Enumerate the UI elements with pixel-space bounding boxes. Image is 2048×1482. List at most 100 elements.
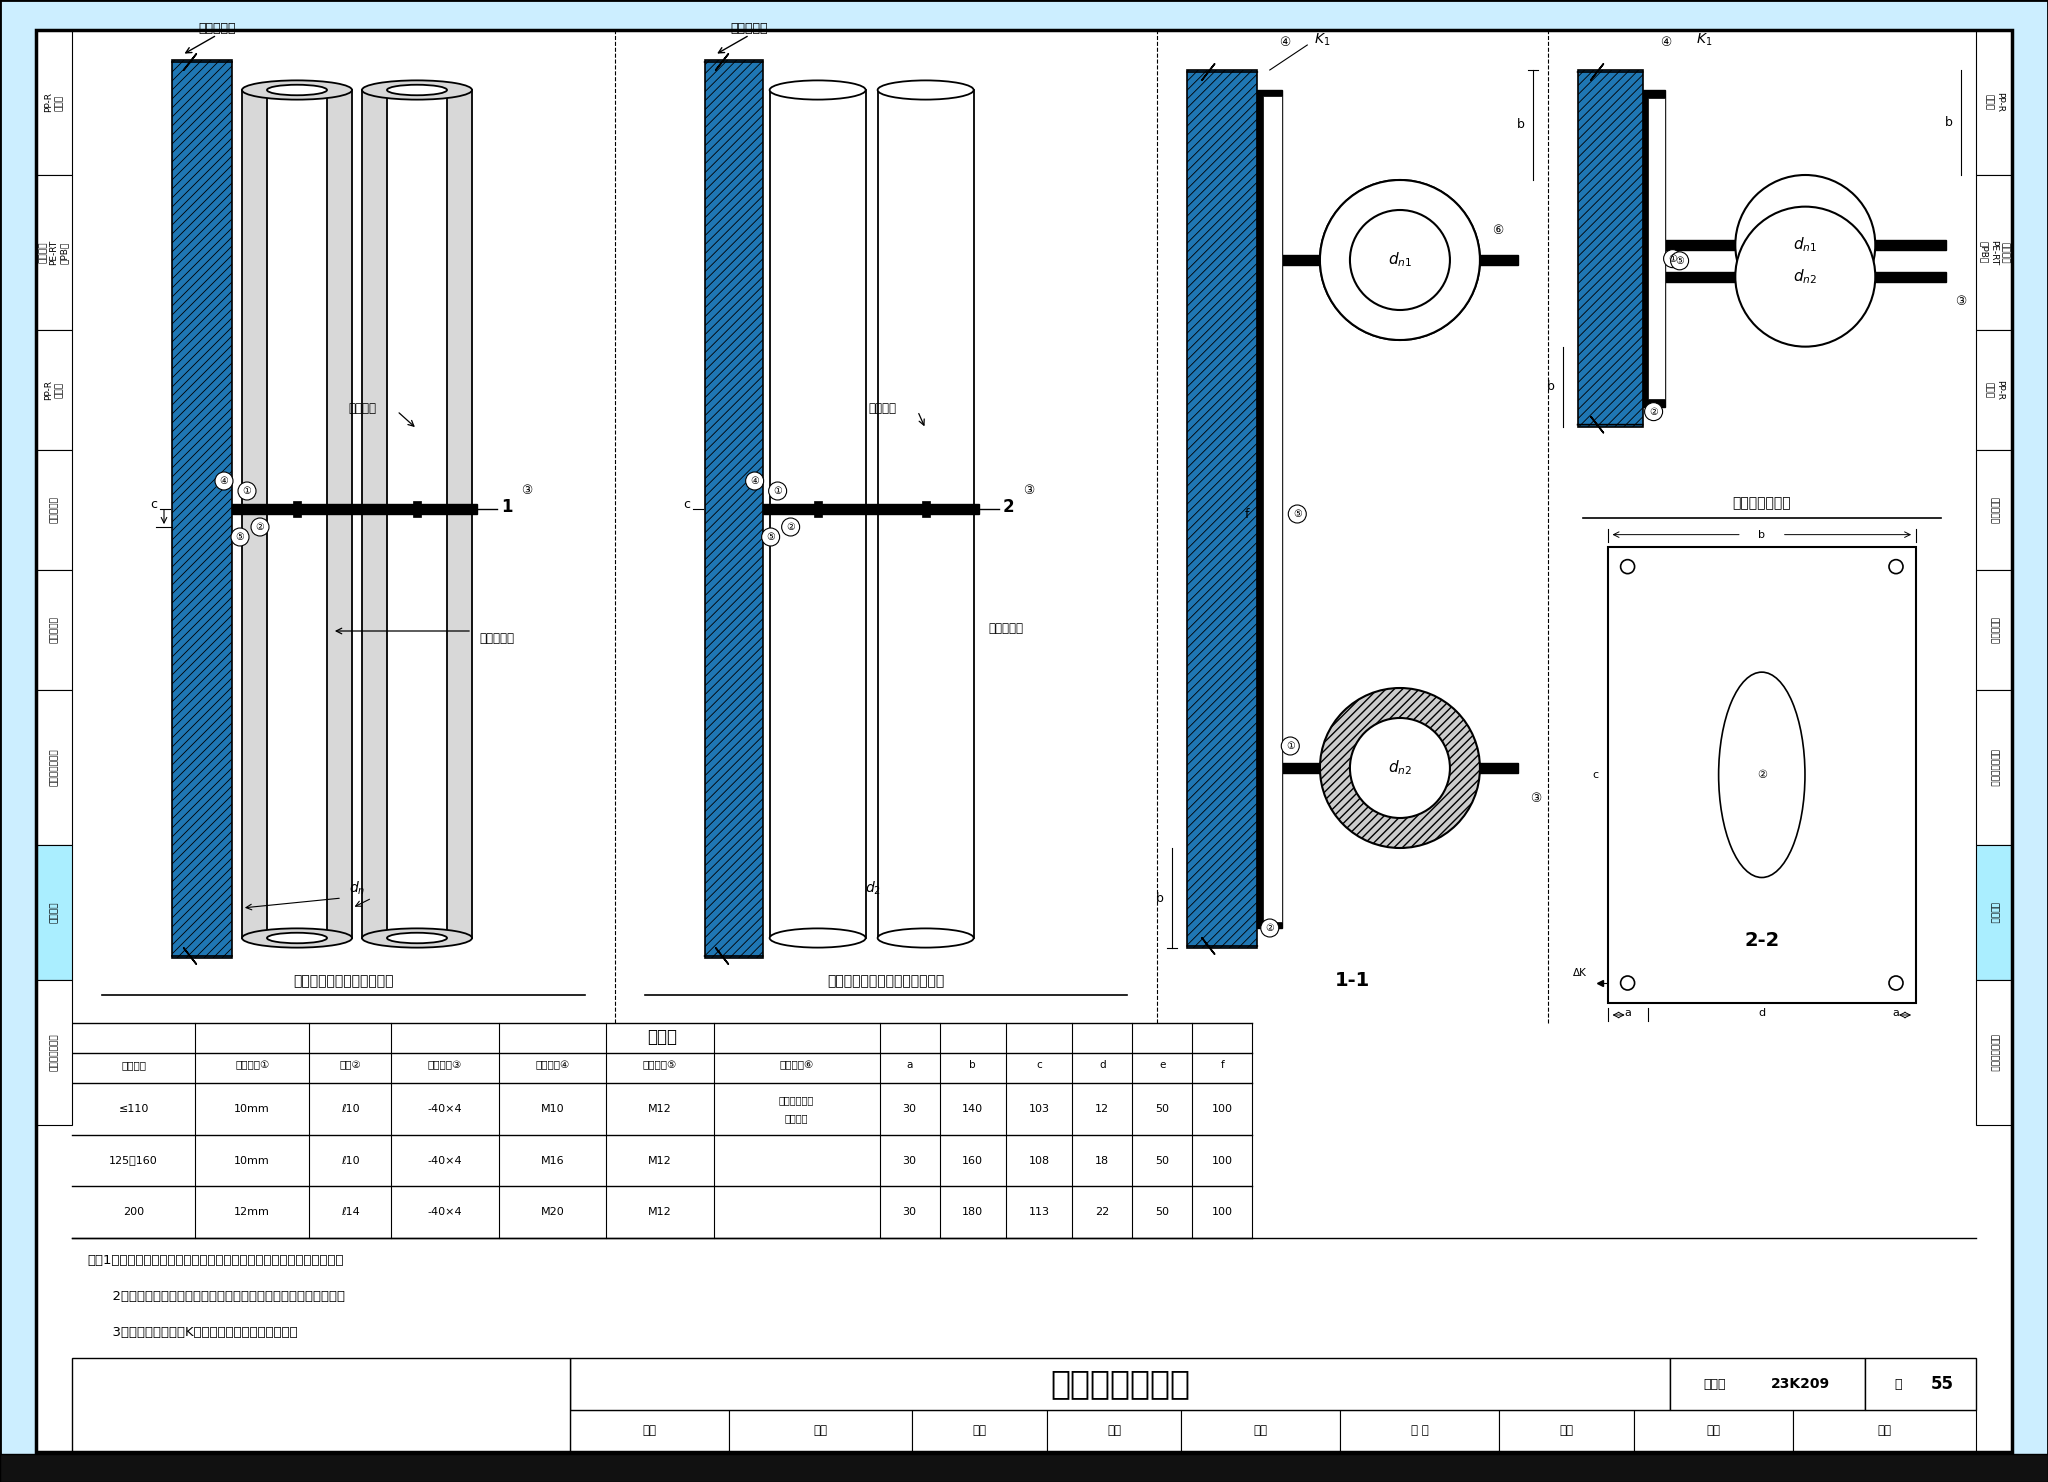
Text: 2．复合塑料管道无绝热时，金属管卡与管道之间设耐热橡胶垫。: 2．复合塑料管道无绝热时，金属管卡与管道之间设耐热橡胶垫。: [86, 1289, 344, 1303]
Text: -40×4: -40×4: [428, 1156, 463, 1165]
Bar: [1047, 1409, 1182, 1452]
Bar: [1976, 175, 2011, 330]
Text: ③: ③: [1024, 485, 1034, 498]
Text: 140: 140: [963, 1104, 983, 1114]
Circle shape: [1620, 977, 1634, 990]
Text: 薄隆: 薄隆: [813, 1424, 827, 1438]
Text: $d_{n1}$: $d_{n1}$: [1389, 250, 1411, 270]
Circle shape: [762, 528, 780, 545]
Text: 管道热补偿方式: 管道热补偿方式: [1989, 748, 1999, 787]
Text: 公称外径: 公称外径: [121, 1060, 145, 1070]
Text: ΔK: ΔK: [1573, 968, 1587, 978]
Text: 管道布置与敷设: 管道布置与敷设: [1989, 1033, 1999, 1071]
Text: f: f: [1221, 1060, 1225, 1070]
Bar: [242, 90, 352, 938]
Text: b: b: [1946, 116, 1954, 129]
Text: 50: 50: [1155, 1104, 1169, 1114]
Text: 管道绝热层: 管道绝热层: [987, 622, 1024, 636]
Text: ②: ②: [1757, 769, 1767, 780]
Text: ⑤: ⑤: [1292, 508, 1303, 519]
Ellipse shape: [387, 84, 446, 95]
Text: ①: ①: [774, 486, 782, 496]
Circle shape: [782, 519, 799, 536]
Text: ④: ④: [1280, 36, 1290, 49]
Bar: [414, 501, 422, 517]
Text: 铝合金衬
PE-RT
、PB管: 铝合金衬 PE-RT 、PB管: [1978, 240, 2009, 265]
Text: PP-R
复合管: PP-R 复合管: [1985, 92, 2003, 113]
Text: $d_{n2}$: $d_{n2}$: [1794, 267, 1817, 286]
Circle shape: [1350, 210, 1450, 310]
Text: ④: ④: [1661, 36, 1671, 49]
Text: ④: ④: [219, 476, 229, 486]
Text: 设计: 设计: [1559, 1424, 1573, 1438]
Bar: [231, 504, 477, 514]
Text: $K_1$: $K_1$: [1315, 31, 1331, 49]
Text: c: c: [684, 498, 690, 510]
Text: 页: 页: [1894, 1377, 1903, 1390]
Circle shape: [215, 471, 233, 491]
Text: ①: ①: [242, 486, 252, 496]
Circle shape: [1645, 403, 1663, 421]
Circle shape: [238, 482, 256, 499]
Bar: [705, 59, 762, 957]
Text: 钢板厚度①: 钢板厚度①: [236, 1060, 268, 1070]
Text: d: d: [1759, 1008, 1765, 1018]
Text: 铝塑复合管: 铝塑复合管: [1989, 496, 1999, 523]
Text: 12mm: 12mm: [233, 1208, 270, 1217]
Circle shape: [768, 482, 786, 499]
Text: ⑥: ⑥: [1493, 224, 1503, 237]
Bar: [1499, 1409, 1634, 1452]
Text: ℓ10: ℓ10: [340, 1104, 360, 1114]
Bar: [1188, 70, 1257, 948]
Text: 注：1．本图适用于复合塑料管的双立管在混凝土墙上的滑动支架安装。: 注：1．本图适用于复合塑料管的双立管在混凝土墙上的滑动支架安装。: [86, 1254, 344, 1267]
Text: M12: M12: [647, 1104, 672, 1114]
Text: 103: 103: [1028, 1104, 1051, 1114]
Text: c: c: [1036, 1060, 1042, 1070]
Text: 30: 30: [903, 1156, 918, 1165]
Text: 校对: 校对: [1108, 1424, 1120, 1438]
Bar: [569, 1358, 1669, 1409]
Text: 槽钢②: 槽钢②: [340, 1060, 360, 1070]
Text: 180: 180: [963, 1208, 983, 1217]
Text: ③: ③: [1956, 295, 1966, 308]
Text: ②: ②: [1649, 406, 1659, 416]
Bar: [1976, 691, 2011, 845]
Ellipse shape: [879, 80, 973, 99]
Text: M12: M12: [647, 1156, 672, 1165]
Text: 100: 100: [1212, 1104, 1233, 1114]
Text: 管道支架: 管道支架: [49, 901, 59, 923]
Text: 材料表: 材料表: [647, 1029, 678, 1046]
Text: 10mm: 10mm: [233, 1104, 270, 1114]
Text: 3．本图中焊缝高度K值不应小于焊接的钢板厚度。: 3．本图中焊缝高度K值不应小于焊接的钢板厚度。: [86, 1325, 297, 1338]
Bar: [1634, 1409, 1792, 1452]
Circle shape: [1321, 179, 1481, 339]
Text: 绝热木托⑥: 绝热木托⑥: [780, 1060, 813, 1070]
Text: c: c: [1593, 769, 1599, 780]
Text: PP-R
复合管: PP-R 复合管: [45, 92, 63, 113]
Text: PP-R
稳态管: PP-R 稳态管: [1985, 379, 2003, 400]
Text: ⑤: ⑤: [1675, 256, 1683, 265]
Text: d: d: [1100, 1060, 1106, 1070]
Text: M16: M16: [541, 1156, 563, 1165]
Bar: [37, 980, 72, 1125]
Text: 12: 12: [1096, 1104, 1110, 1114]
Text: 108: 108: [1028, 1156, 1051, 1165]
Text: ③: ③: [1530, 791, 1542, 805]
Ellipse shape: [770, 928, 866, 947]
Bar: [1647, 98, 1665, 399]
Text: 图集号: 图集号: [1704, 1377, 1726, 1390]
Text: a: a: [907, 1060, 913, 1070]
Bar: [813, 501, 821, 517]
Circle shape: [1282, 737, 1298, 754]
Ellipse shape: [362, 928, 471, 947]
Bar: [1866, 1358, 1976, 1409]
Text: ℓ10: ℓ10: [340, 1156, 360, 1165]
Text: e: e: [1159, 1060, 1165, 1070]
Bar: [1976, 980, 2011, 1125]
Bar: [729, 1409, 911, 1452]
Text: M20: M20: [541, 1208, 565, 1217]
Text: 镀锌扁钢③: 镀锌扁钢③: [428, 1060, 463, 1070]
Ellipse shape: [242, 928, 352, 947]
Bar: [1282, 763, 1518, 774]
Text: b: b: [969, 1060, 977, 1070]
